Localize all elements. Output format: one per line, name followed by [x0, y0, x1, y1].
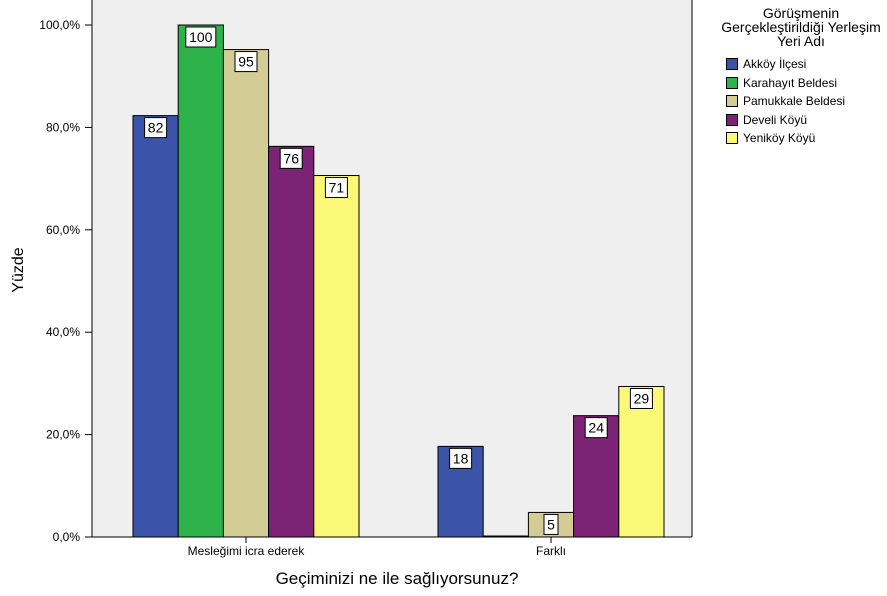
data-label-box	[324, 177, 348, 199]
legend-label: Pamukkale Beldesi	[743, 94, 846, 109]
data-label-box	[185, 26, 217, 48]
data-label-box	[543, 513, 559, 535]
legend-item: Karahayıt Beldesi	[726, 74, 886, 93]
y-ticks-group: 0,0% 20,0% 40,0% 60,0% 80,0% 100,0%	[39, 18, 92, 544]
bar	[313, 175, 360, 538]
y-tick-label: 40,0%	[46, 325, 80, 339]
legend-label: Develi Köyü	[743, 112, 808, 127]
data-label: 95	[238, 54, 254, 70]
data-label: 24	[588, 420, 604, 436]
data-label: 29	[634, 390, 650, 406]
data-label-box	[144, 117, 168, 139]
bar	[222, 49, 270, 538]
bar	[177, 24, 224, 538]
legend-title: Görüşmenin Gerçekleştirildiği Yerleşim Y…	[721, 5, 881, 49]
legend-item: Develi Köyü	[726, 111, 886, 130]
data-label: 76	[283, 150, 299, 166]
data-label: 5	[547, 516, 555, 532]
data-label-box	[449, 447, 473, 469]
legend-item: Akköy İlçesi	[726, 55, 886, 74]
legend-swatch	[726, 113, 738, 126]
y-tick-label: 20,0%	[46, 428, 80, 442]
data-label: 82	[148, 120, 164, 136]
legend-item: Pamukkale Beldesi	[726, 92, 886, 111]
legend-label: Akköy İlçesi	[743, 57, 807, 72]
x-axis-title: Geçiminizi ne ile sağlıyorsunuz?	[276, 569, 519, 588]
legend-item: Yeniköy Köyü	[726, 129, 886, 148]
legend-label: Yeniköy Köyü	[743, 131, 816, 146]
data-label: 71	[329, 180, 345, 196]
y-tick-label: 60,0%	[46, 223, 80, 237]
x-tick-label: Farklı	[536, 544, 566, 558]
data-label-box	[234, 51, 258, 73]
bar	[618, 385, 665, 538]
data-label-box	[279, 147, 303, 169]
bar	[132, 115, 179, 538]
legend-swatch	[726, 132, 738, 145]
y-axis-title: Yüzde	[10, 247, 27, 292]
data-label-box	[584, 417, 608, 439]
legend: Görüşmenin Gerçekleştirildiği Yerleşim Y…	[716, 6, 886, 148]
y-tick-label: 80,0%	[46, 120, 80, 134]
x-ticks-group: Mesleğimi icra ederek Farklı	[188, 537, 566, 558]
legend-label: Karahayıt Beldesi	[743, 75, 838, 90]
legend-swatch	[726, 58, 738, 71]
bar	[573, 415, 620, 538]
y-tick-label: 100,0%	[39, 18, 80, 32]
y-tick-label: 0,0%	[53, 530, 81, 544]
legend-swatch	[726, 95, 738, 108]
data-label-box	[629, 387, 653, 409]
x-tick-label: Mesleğimi icra ederek	[188, 544, 306, 558]
bar	[268, 145, 315, 538]
legend-swatch	[726, 76, 738, 89]
bars-group: 82 100 95 76 71 18 5 24 29	[132, 24, 665, 538]
data-label: 18	[453, 450, 469, 466]
data-label: 100	[189, 29, 213, 45]
legend-list: Akköy İlçesi Karahayıt Beldesi Pamukkale B…	[726, 55, 886, 148]
